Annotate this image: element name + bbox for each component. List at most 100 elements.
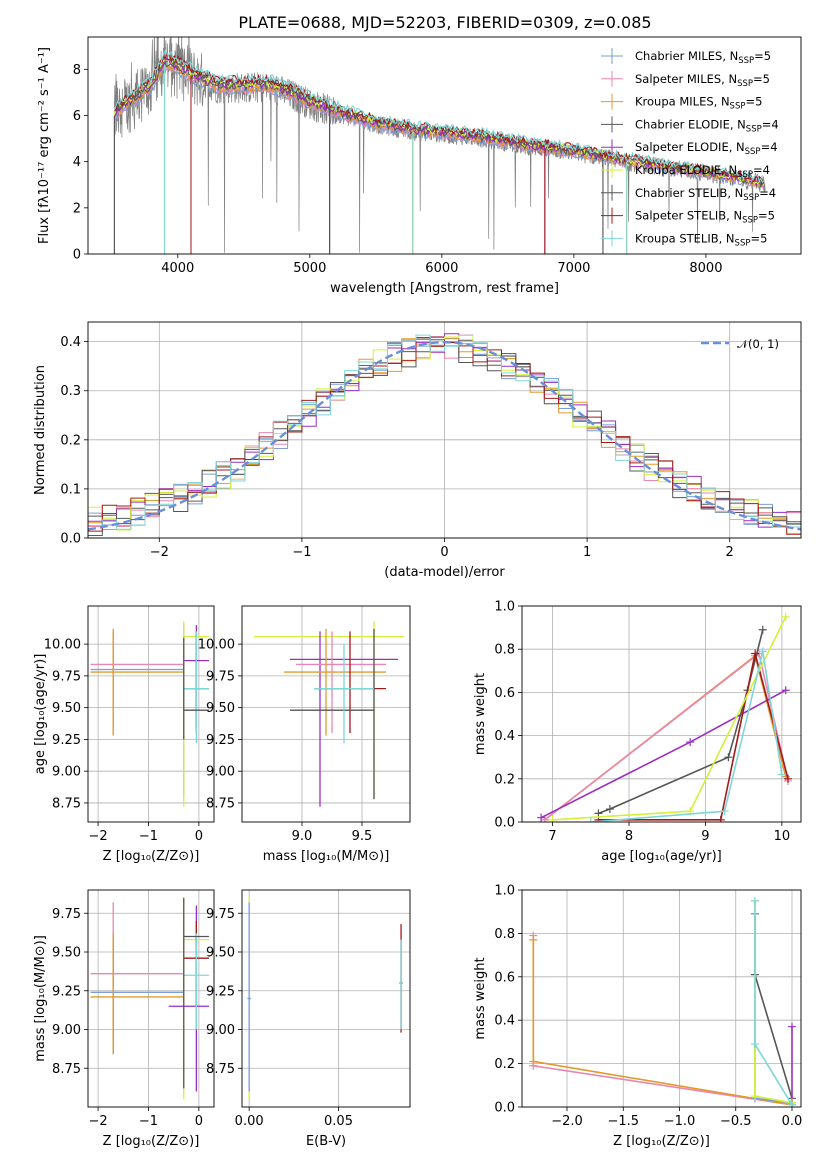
y-tick-label: 0.6 <box>494 970 515 985</box>
weight-marker <box>788 1100 796 1107</box>
weight-marker <box>529 1057 538 1066</box>
weight-marker <box>758 647 767 656</box>
axes-spectrum: 4000 5000 6000 7000 8000 0 2 4 6 8 wavelength [Ang… <box>37 36 802 296</box>
legend-label-sub: SSP <box>737 170 753 180</box>
x-tick-label: −1 <box>139 829 158 844</box>
x-tick-label: 0 <box>195 1114 203 1129</box>
legend-label-sub: SSP <box>745 147 761 157</box>
legend-label-count: =5 <box>754 49 771 63</box>
plot-area <box>247 897 403 1100</box>
legend-label-sub: SSP <box>746 124 762 134</box>
axes-massweight_vs_age: 7 8 9 10 0.0 0.2 0.4 0.6 0.8 1.0 age [log₁₀(age/yr… <box>473 600 802 864</box>
y-tick-label: 0.2 <box>494 772 515 787</box>
legend-label-count: =4 <box>761 140 778 154</box>
legend-label-name: Chabrier ELODIE, N <box>635 117 746 131</box>
x-tick-label: −2 <box>150 545 169 560</box>
plot-area <box>90 897 209 1100</box>
x-tick-label: 6000 <box>425 261 458 276</box>
axes-frame <box>87 36 802 255</box>
legend-label-sub: SSP <box>737 79 753 89</box>
y-axis-label: mass [log₁₀(M/M⊙)] <box>33 935 48 1062</box>
x-tick-label: −0.5 <box>720 1114 752 1129</box>
weight-marker <box>788 1022 796 1031</box>
weight-series <box>754 900 793 1104</box>
legend-label-count: =4 <box>753 163 770 177</box>
x-tick-label: 10 <box>774 829 791 844</box>
weight-series <box>598 629 764 815</box>
y-tick-label: 0.2 <box>494 1057 515 1072</box>
model-spectrum <box>113 64 765 188</box>
weight-marker <box>758 625 767 634</box>
legend-label: Chabrier ELODIE, NSSP=4 <box>635 117 779 134</box>
legend-label-name: Kroupa STELIB, N <box>635 231 735 245</box>
legend-label: 𝒩(0, 1) <box>737 337 779 351</box>
x-tick-label: −1 <box>292 545 311 560</box>
x-tick-label: 2 <box>726 545 734 560</box>
weight-series <box>754 900 793 1106</box>
x-tick-label: 9.5 <box>352 829 373 844</box>
axes-frame <box>87 889 215 1108</box>
legend-label-name: Chabrier STELIB, N <box>635 186 743 200</box>
y-tick-label: 0.4 <box>60 335 81 350</box>
x-tick-label: −2 <box>88 1114 107 1129</box>
legend-label: Kroupa ELODIE, NSSP=4 <box>635 163 770 180</box>
plot-area <box>113 37 766 254</box>
y-tick-label: 0.3 <box>60 384 81 399</box>
plot-area <box>529 896 796 1107</box>
x-axis-label: Z [log₁₀(Z/Z⊙)] <box>103 1134 200 1149</box>
x-tick-label: 0 <box>195 829 203 844</box>
legend-label-count: =4 <box>762 117 779 131</box>
x-tick-label: −1 <box>139 1114 158 1129</box>
y-axis-label: mass weight <box>473 673 488 755</box>
y-tick-label: 9.00 <box>52 1023 81 1038</box>
legend-label-sub: SSP <box>730 102 746 112</box>
weight-series <box>590 651 783 822</box>
y-tick-label: 2 <box>73 201 81 216</box>
x-axis-label: Z [log₁₀(Z/Z⊙)] <box>103 849 200 864</box>
legend-label: Kroupa STELIB, NSSP=5 <box>635 231 767 248</box>
weight-marker <box>751 649 760 658</box>
axes-age_vs_mass: 9.0 9.5 8.75 9.00 9.25 9.50 9.75 10.00 mass [log… <box>198 605 411 864</box>
y-tick-label: 9.50 <box>206 946 235 961</box>
legend-label-sub: SSP <box>743 193 759 203</box>
legend-label: Kroupa MILES, NSSP=5 <box>635 95 762 112</box>
plot-area <box>90 621 209 807</box>
weight-marker <box>750 896 759 905</box>
axes-frame <box>241 605 411 823</box>
y-tick-label: 8.75 <box>206 1062 235 1077</box>
x-tick-label: 9 <box>701 829 709 844</box>
model-spectrum <box>113 49 765 184</box>
y-axis-label: age [log₁₀(age/yr)] <box>33 654 48 775</box>
x-tick-label: 8 <box>625 829 633 844</box>
x-tick-label: 5000 <box>293 261 326 276</box>
y-tick-label: 8.75 <box>206 796 235 811</box>
y-tick-label: 0.6 <box>494 686 515 701</box>
weight-marker <box>548 815 557 822</box>
weight-series <box>544 652 789 821</box>
x-axis-label: E(B-V) <box>306 1134 346 1149</box>
axes-mass_vs_Z: −2 −1 0 8.75 9.00 9.25 9.50 9.75 Z [log₁₀(Z/Z⊙)]… <box>33 889 215 1149</box>
y-axis-label: mass weight <box>473 957 488 1039</box>
y-tick-label: 9.25 <box>206 984 235 999</box>
x-tick-label: 1 <box>583 545 591 560</box>
y-tick-label: 9.50 <box>206 701 235 716</box>
y-tick-label: 0.4 <box>494 1014 515 1029</box>
weight-series <box>754 913 793 1099</box>
legend-label-sub: SSP <box>735 238 751 248</box>
y-tick-label: 8.75 <box>52 796 81 811</box>
y-tick-label: 0.4 <box>494 729 515 744</box>
x-axis-label: wavelength [Angstrom, rest frame] <box>330 281 559 296</box>
y-tick-label: 0.8 <box>494 927 515 942</box>
y-tick-label: 9.75 <box>52 907 81 922</box>
y-tick-label: 1.0 <box>494 600 515 615</box>
y-tick-label: 0.0 <box>494 816 515 831</box>
x-tick-label: 7 <box>548 829 556 844</box>
y-tick-label: 0.1 <box>60 482 81 497</box>
y-axis-label: Flux [fλ10⁻¹⁷ erg cm⁻² s⁻¹ A⁻¹] <box>37 47 52 244</box>
x-axis-label: mass [log₁₀(M/M⊙)] <box>263 849 390 864</box>
x-tick-label: 9.0 <box>292 829 313 844</box>
axes-massweight_vs_Z: −2.0 −1.5 −1.0 −0.5 0.0 0.0 0.2 0.4 0.6 0.8 1.0 Z [… <box>473 884 802 1150</box>
y-tick-label: 0.0 <box>494 1101 515 1116</box>
x-tick-label: −1.0 <box>664 1114 696 1129</box>
